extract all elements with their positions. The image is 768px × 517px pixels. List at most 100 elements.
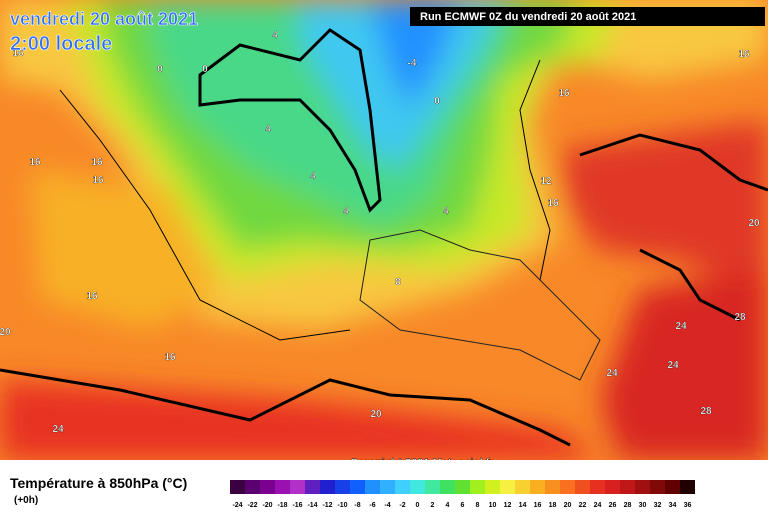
- contour-label: 20: [748, 218, 760, 229]
- contour-label: 24: [606, 368, 618, 379]
- colorbar-swatch: [680, 480, 695, 494]
- colorbar-tick-label: -18: [277, 502, 287, 509]
- map: 16 4 0 0 4 -4 0 16 16 16 16 16 4 4 4 12 16 20 16 8 20 16 24 28 2…: [0, 0, 768, 469]
- colorbar-tick-label: 28: [624, 502, 632, 509]
- colorbar-swatch: [260, 480, 275, 494]
- colorbar-swatch: [245, 480, 260, 494]
- contour-label: 16: [86, 291, 98, 302]
- colorbar-tick-label: -6: [369, 502, 375, 509]
- contour-label: 16: [91, 157, 103, 168]
- contour-label: 4: [272, 30, 278, 41]
- map-date: vendredi 20 août 2021: [10, 9, 198, 29]
- colorbar-tick-label: -24: [232, 502, 242, 509]
- colorbar-swatch: [380, 480, 395, 494]
- colorbar-tick-label: 8: [476, 502, 480, 509]
- contour-label: 4: [265, 124, 271, 135]
- colorbar-swatch: [290, 480, 305, 494]
- colorbar-tick-label: 2: [431, 502, 435, 509]
- run-info: Run ECMWF 0Z du vendredi 20 août 2021: [420, 11, 636, 23]
- contour-label: 16: [29, 157, 41, 168]
- colorbar-tick-label: -2: [399, 502, 405, 509]
- colorbar-swatch: [575, 480, 590, 494]
- colorbar-tick-label: 20: [564, 502, 572, 509]
- colorbar: -24 -22 -20 -18 -16 -14 -12 -10 -8 -6 -4 -2 0 2 4 6 8 10 1…: [230, 480, 695, 509]
- colorbar-tick-label: 10: [489, 502, 497, 509]
- colorbar-tick-label: 12: [504, 502, 512, 509]
- contour-label: 16: [547, 198, 559, 209]
- colorbar-tick-label: 34: [669, 502, 677, 509]
- colorbar-swatch: [440, 480, 455, 494]
- colorbar-tick-label: -8: [354, 502, 360, 509]
- colorbar-tick-label: 16: [534, 502, 542, 509]
- colorbar-tick-label: -10: [337, 502, 347, 509]
- colorbar-tick-label: -16: [292, 502, 302, 509]
- colorbar-swatch: [530, 480, 545, 494]
- colorbar-swatch: [560, 480, 575, 494]
- colorbar-swatch: [620, 480, 635, 494]
- colorbar-tick-label: 18: [549, 502, 557, 509]
- colorbar-swatch: [455, 480, 470, 494]
- colorbar-swatch: [410, 480, 425, 494]
- contour-label: 20: [370, 409, 382, 420]
- contour-label: 24: [675, 321, 687, 332]
- colorbar-tick-label: -20: [262, 502, 272, 509]
- colorbar-tick-label: 0: [416, 502, 420, 509]
- colorbar-swatch: [350, 480, 365, 494]
- colorbar-tick-label: 14: [519, 502, 527, 509]
- colorbar-tick-label: 22: [579, 502, 587, 509]
- contour-label: 0: [434, 96, 440, 107]
- contour-label: 0: [157, 64, 163, 75]
- contour-label: 28: [700, 406, 712, 417]
- legend-title: Température à 850hPa (°C): [10, 475, 187, 491]
- colorbar-swatch: [230, 480, 245, 494]
- colorbar-swatch: [665, 480, 680, 494]
- colorbar-tick-label: -4: [384, 502, 390, 509]
- contour-label: 28: [734, 312, 746, 323]
- contour-label: 16: [92, 175, 104, 186]
- contour-label: 24: [52, 424, 64, 435]
- colorbar-swatch: [320, 480, 335, 494]
- colorbar-swatch: [500, 480, 515, 494]
- contour-label: -4: [408, 58, 417, 69]
- copyright: Copyright 2021 Meteociel.fr: [350, 457, 494, 469]
- colorbar-swatch: [590, 480, 605, 494]
- colorbar-swatch: [395, 480, 410, 494]
- contour-label: 4: [443, 206, 449, 217]
- colorbar-swatch: [305, 480, 320, 494]
- contour-label: 16: [558, 88, 570, 99]
- contour-label: 20: [0, 327, 11, 338]
- contour-label: 16: [164, 352, 176, 363]
- colorbar-tick-label: 32: [654, 502, 662, 509]
- contour-label: 24: [667, 360, 679, 371]
- map-time: 2:00 locale: [10, 33, 112, 55]
- colorbar-swatch: [335, 480, 350, 494]
- colorbar-tick-label: 26: [609, 502, 617, 509]
- colorbar-tick-label: 24: [594, 502, 602, 509]
- colorbar-swatch: [650, 480, 665, 494]
- colorbar-tick-label: -22: [247, 502, 257, 509]
- run-banner: [410, 7, 765, 26]
- contour-label: 4: [310, 171, 316, 182]
- contour-label: 8: [395, 277, 401, 288]
- colorbar-tick-label: 6: [461, 502, 465, 509]
- colorbar-swatch: [425, 480, 440, 494]
- contour-label: 4: [343, 206, 349, 217]
- colorbar-tick-label: 30: [639, 502, 647, 509]
- colorbar-tick-label: -12: [322, 502, 332, 509]
- colorbar-swatch: [605, 480, 620, 494]
- colorbar-tick-label: 4: [446, 502, 450, 509]
- colorbar-tick-label: 36: [684, 502, 692, 509]
- colorbar-swatch: [515, 480, 530, 494]
- colorbar-swatch: [470, 480, 485, 494]
- colorbar-swatch: [485, 480, 500, 494]
- colorbar-tick-label: -14: [307, 502, 317, 509]
- colorbar-swatch: [635, 480, 650, 494]
- colorbar-swatch: [365, 480, 380, 494]
- colorbar-swatch: [545, 480, 560, 494]
- contour-label: 12: [540, 176, 552, 187]
- contour-label: 16: [12, 48, 24, 59]
- contour-label: 16: [738, 49, 750, 60]
- contour-label: 0: [202, 64, 208, 75]
- contour-labels: 16 4 0 0 4 -4 0 16 16 16 16 16 4 4 4 12 16 20 16 8 20 16 24 28 2…: [0, 30, 760, 435]
- colorbar-swatch: [275, 480, 290, 494]
